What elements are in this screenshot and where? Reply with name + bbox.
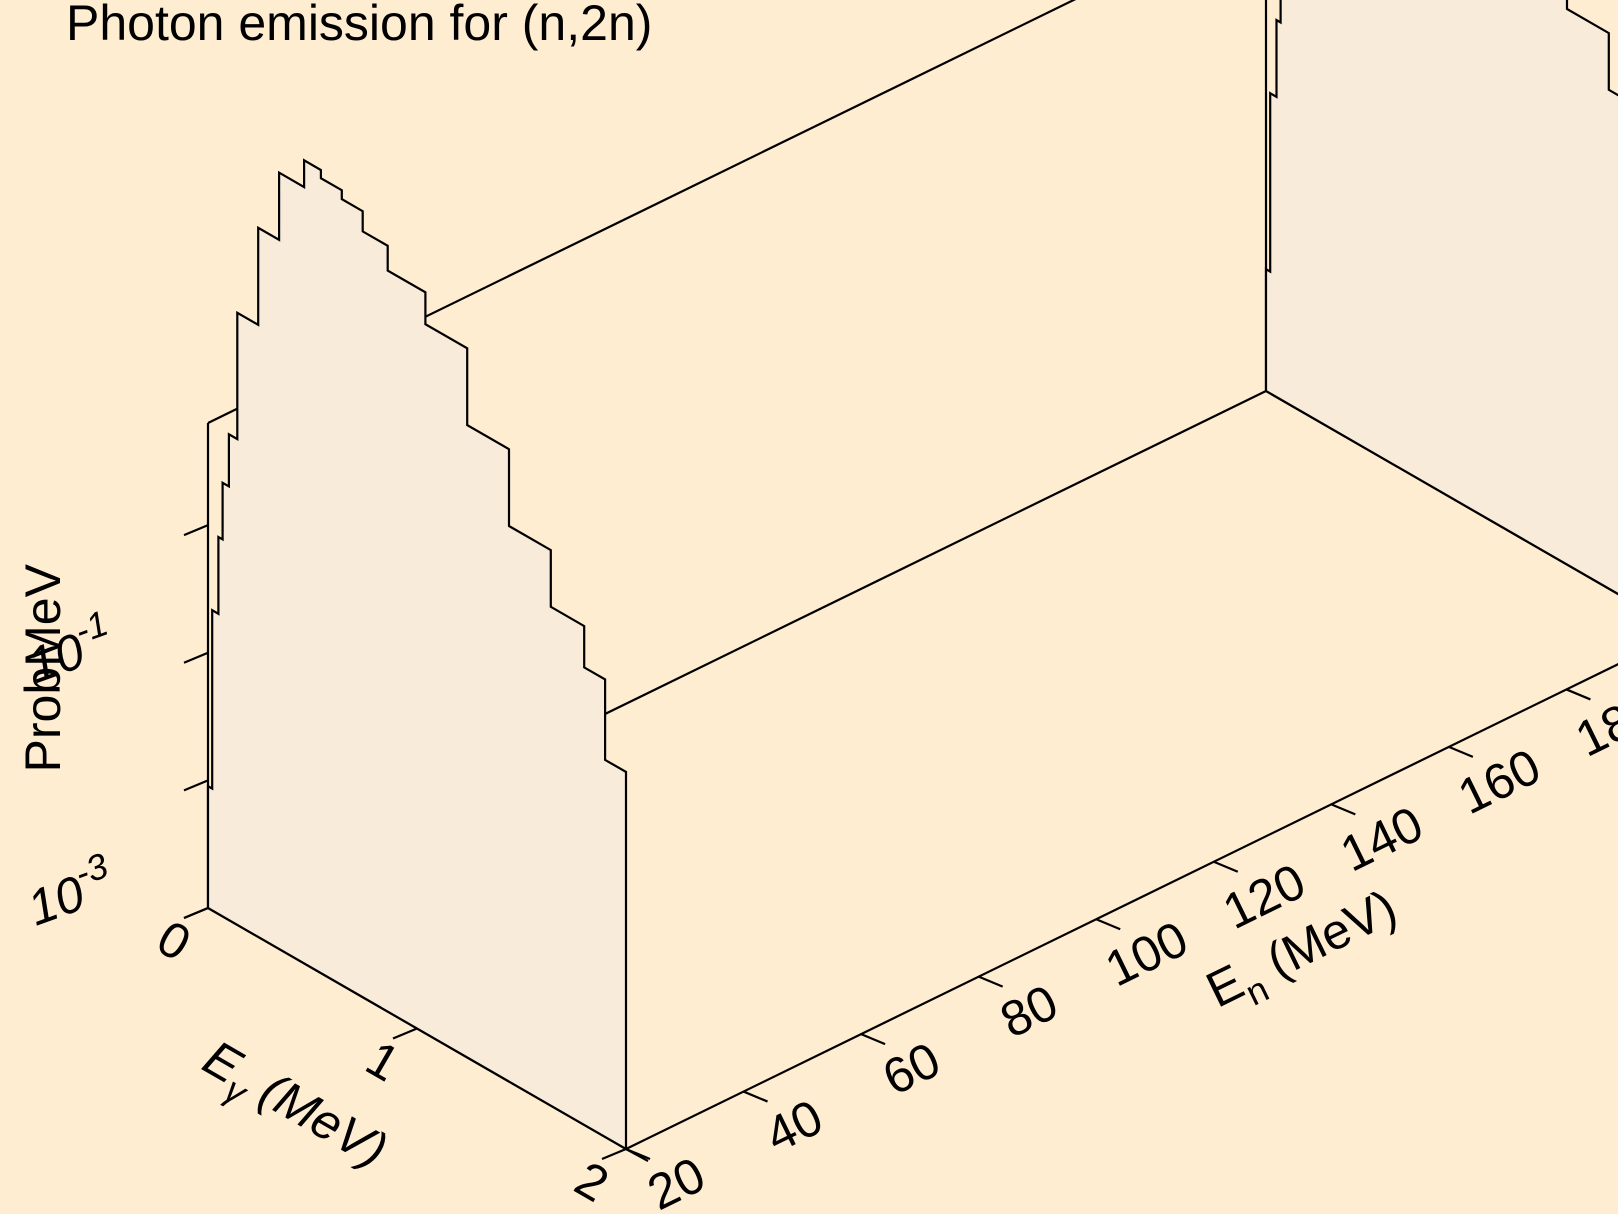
y-tick-label-4: 100 [1097, 910, 1197, 997]
svg-text:60: 60 [874, 1031, 949, 1106]
svg-text:80: 80 [992, 974, 1067, 1049]
spectrum-en-200 [1264, 0, 1618, 596]
y-tick-0 [625, 1147, 651, 1161]
spectrum-en-20 [206, 158, 628, 1151]
chart-title: Photon emission for (n,2n) [66, 0, 652, 51]
y-tick-1 [743, 1090, 768, 1103]
x-tick-1 [392, 1027, 418, 1040]
svg-text:40: 40 [757, 1089, 832, 1164]
svg-text:100: 100 [1097, 910, 1197, 997]
y-tick-label-2: 60 [874, 1031, 949, 1106]
svg-text:140: 140 [1332, 795, 1432, 882]
y-tick-4 [1095, 918, 1121, 931]
x-tick-label-2: 2 [566, 1151, 618, 1213]
x-tick-label-1: 1 [357, 1030, 409, 1092]
svg-text:1: 1 [357, 1030, 409, 1092]
y-tick-label-6: 140 [1332, 795, 1432, 882]
x-axis-label: Eγ (MeV) [189, 1029, 397, 1188]
x-tick-label-0: 0 [148, 910, 200, 972]
z-tick-2 [183, 651, 209, 664]
x-tick-2 [601, 1147, 627, 1161]
svg-text:10-3: 10-3 [17, 844, 122, 936]
y-tick-8 [1566, 688, 1591, 701]
y-tick-6 [1330, 803, 1356, 816]
y-tick-7 [1448, 745, 1474, 758]
z-axis-label-text: ProbMeV [15, 563, 71, 772]
y-tick-label-3: 80 [992, 974, 1067, 1049]
svg-text:20: 20 [639, 1146, 714, 1214]
svg-text:160: 160 [1449, 738, 1549, 825]
y-tick-label-1: 40 [757, 1089, 832, 1164]
ticks-group [183, 524, 1591, 1161]
y-axis-line [625, 663, 1618, 1150]
x-axis-label-text: Eγ (MeV) [189, 1029, 397, 1188]
y-tick-2 [860, 1033, 886, 1046]
y-tick-5 [1213, 860, 1239, 873]
spectra-group [206, 0, 1618, 1162]
z-tick-3 [183, 524, 209, 537]
y-tick-label-7: 160 [1449, 738, 1549, 825]
y-tick-3 [978, 975, 1004, 988]
z-tick-label-0: 10-3 [17, 844, 122, 936]
svg-text:0: 0 [148, 910, 200, 972]
z-axis-label: ProbMeV [15, 563, 71, 772]
x-tick-0 [183, 906, 209, 920]
z-tick-1 [183, 779, 209, 792]
y-tick-label-0: 20 [639, 1146, 714, 1214]
svg-text:2: 2 [566, 1151, 618, 1213]
